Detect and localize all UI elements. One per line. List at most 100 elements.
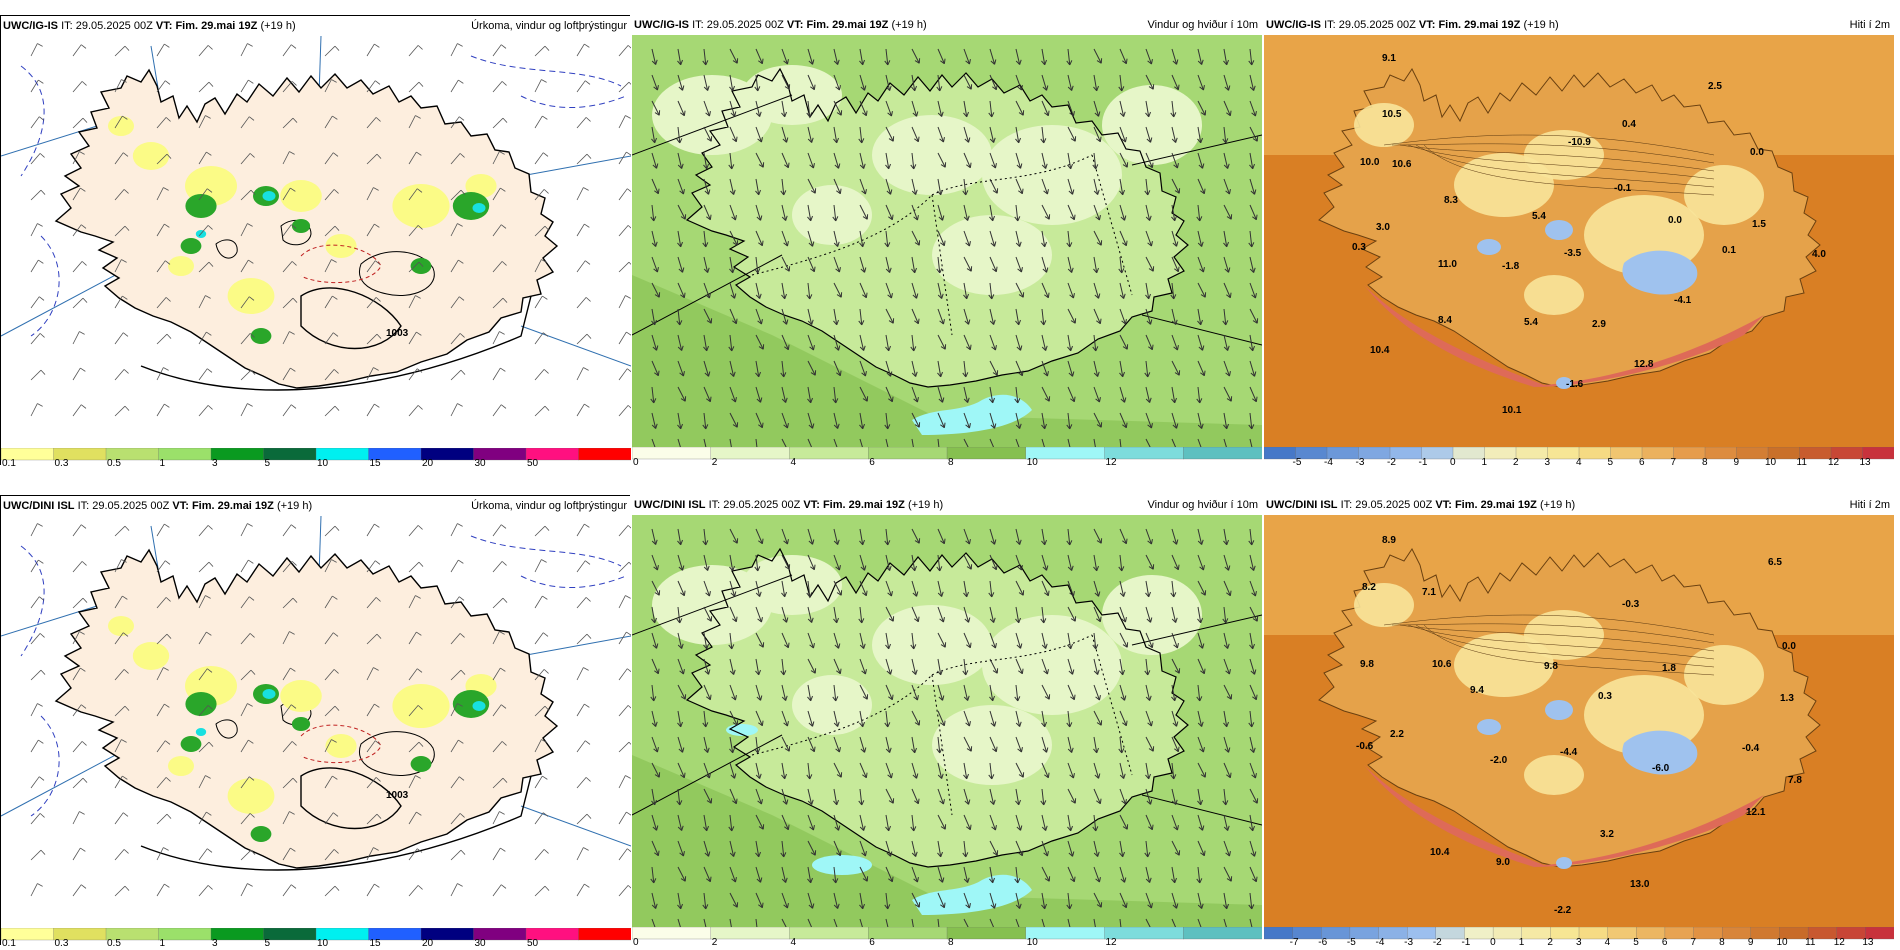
colorbar-tick-label: -4 xyxy=(1324,457,1333,465)
temp-value-label: -10.9 xyxy=(1568,137,1591,148)
colorbar-tick-label: 15 xyxy=(370,458,382,466)
valid-time: Fim. 29.mai 19Z xyxy=(1454,499,1537,511)
temp-value-label: -4.4 xyxy=(1560,747,1578,758)
colorbar-tick-label: 0 xyxy=(633,937,639,945)
colorbar-tick-label: 5 xyxy=(1608,457,1614,465)
wind-map xyxy=(632,35,1262,450)
precip-map: 1003 xyxy=(1,516,631,931)
temp-value-label: 0.0 xyxy=(1750,147,1764,158)
temp-value-label: 9.1 xyxy=(1382,53,1396,64)
colorbar-tick-label: 7 xyxy=(1671,457,1677,465)
temp-colorbar: -7 -6 -5 -4 -3 -2 -1 0 1 2 3 4 5 6 7 8 9 10 11 12 13 xyxy=(1264,927,1894,945)
colorbar-tick-label: 15 xyxy=(370,938,382,946)
colorbar-tick-label: 3 xyxy=(212,458,218,466)
model-name: UWC/DINI ISL xyxy=(3,500,75,512)
colorbar-swatch xyxy=(1547,447,1580,460)
valid-time: Fim. 29.mai 19Z xyxy=(822,499,905,511)
colorbar-tick-label: 1 xyxy=(160,458,166,466)
model-name: UWC/DINI ISL xyxy=(1266,499,1338,511)
colorbar-swatch xyxy=(1673,447,1706,460)
colorbar-swatch xyxy=(578,928,631,941)
panel-title: Hiti í 2m xyxy=(1849,19,1890,31)
temp-map: 8.9 8.2 7.1 6.5 -0.3 9.8 10.6 9.4 9.8 1.8 0.0 2.2 0.… xyxy=(1264,515,1894,930)
colorbar-swatch xyxy=(1865,927,1894,940)
temp-value-label: -6.0 xyxy=(1652,763,1670,774)
temp-value-label: 8.4 xyxy=(1438,315,1452,326)
colorbar-swatch xyxy=(1736,447,1769,460)
colorbar-tick-label: -4 xyxy=(1376,937,1385,945)
colorbar-tick-label: 4 xyxy=(1605,937,1611,945)
temp-value-label: 5.4 xyxy=(1524,317,1538,328)
it-label: IT: xyxy=(77,500,90,512)
panel-header: UWC/IG-IS IT: 29.05.2025 00Z VT: Fim. 29… xyxy=(632,15,1262,35)
panel-header: UWC/IG-IS IT: 29.05.2025 00Z VT: Fim. 29… xyxy=(1,16,631,36)
colorbar-tick-label: 5 xyxy=(265,458,271,466)
colorbar-tick-label: -2 xyxy=(1433,937,1442,945)
colorbar-tick-label: -3 xyxy=(1356,457,1365,465)
temp-value-label: 8.3 xyxy=(1444,195,1458,206)
temp-value-label: 7.8 xyxy=(1788,775,1802,786)
colorbar-tick-label: 0 xyxy=(1490,937,1496,945)
colorbar-tick-label: 5 xyxy=(1633,937,1639,945)
init-time: 29.05.2025 00Z xyxy=(706,19,784,31)
row2-wind-panel: UWC/DINI ISL IT: 29.05.2025 00Z VT: Fim.… xyxy=(632,495,1262,945)
it-label: IT: xyxy=(692,19,704,31)
colorbar-tick-label: 0.3 xyxy=(55,938,69,946)
init-time: 29.05.2025 00Z xyxy=(75,20,153,32)
colorbar-tick-label: -1 xyxy=(1419,457,1428,465)
colorbar-tick-label: 8 xyxy=(948,457,954,465)
colorbar-tick-label: 2 xyxy=(712,457,718,465)
it-label: IT: xyxy=(708,499,721,511)
colorbar-tick-label: 12 xyxy=(1834,937,1846,945)
temp-value-label: 0.0 xyxy=(1668,215,1682,226)
colorbar-swatch xyxy=(789,927,869,940)
colorbar-tick-label: 3 xyxy=(212,938,218,946)
temp-value-label: 13.0 xyxy=(1630,879,1650,890)
colorbar-swatch xyxy=(158,928,212,941)
temp-value-label: 9.8 xyxy=(1360,659,1374,670)
colorbar-swatch xyxy=(263,448,317,461)
temp-value-label: -3.5 xyxy=(1564,248,1582,259)
temp-value-label: 10.1 xyxy=(1502,405,1522,416)
panel-title: Hiti í 2m xyxy=(1849,499,1890,511)
colorbar-tick-label: 8 xyxy=(1719,937,1725,945)
colorbar-swatch xyxy=(1610,447,1643,460)
colorbar-tick-label: 4 xyxy=(791,457,797,465)
colorbar-swatch xyxy=(158,448,212,461)
panel-header: UWC/DINI ISL IT: 29.05.2025 00Z VT: Fim.… xyxy=(1,496,631,516)
precip-colorbar: 0.1 0.3 0.5 1 3 5 10 15 20 30 50 xyxy=(1,448,631,466)
panel-header: UWC/DINI ISL IT: 29.05.2025 00Z VT: Fim.… xyxy=(632,495,1262,515)
temp-value-label: -4.1 xyxy=(1674,295,1692,306)
valid-time: Fim. 29.mai 19Z xyxy=(806,19,889,31)
wind-colorbar: 0 2 4 6 8 10 12 xyxy=(632,447,1262,465)
temp-value-label: -0.1 xyxy=(1614,183,1632,194)
lead-time: (+19 h) xyxy=(276,500,313,512)
temp-value-label: 0.1 xyxy=(1722,245,1736,256)
colorbar-tick-label: 0.5 xyxy=(107,938,121,946)
precip-map: 1003 xyxy=(1,36,631,451)
colorbar-tick-label: 4 xyxy=(1576,457,1582,465)
colorbar-tick-label: -6 xyxy=(1318,937,1327,945)
vt-label: VT: xyxy=(803,499,820,511)
colorbar-tick-label: 10 xyxy=(1027,457,1039,465)
temp-value-label: 4.0 xyxy=(1812,249,1826,260)
temp-value-label: 0.4 xyxy=(1622,119,1636,130)
colorbar-tick-label: 3 xyxy=(1576,937,1582,945)
colorbar-tick-label: 0 xyxy=(1450,457,1456,465)
colorbar-tick-label: 0.1 xyxy=(2,938,16,946)
colorbar-swatch xyxy=(1641,447,1675,460)
temp-value-label: 10.4 xyxy=(1370,345,1390,356)
it-label: IT: xyxy=(1340,499,1353,511)
temp-value-label: 10.5 xyxy=(1382,109,1402,120)
temp-value-label: 6.5 xyxy=(1768,557,1782,568)
colorbar-swatch xyxy=(946,927,1027,940)
panel-title: Vindur og hviður í 10m xyxy=(1147,19,1258,31)
colorbar-tick-label: 5 xyxy=(265,938,271,946)
pressure-label: 1003 xyxy=(386,790,409,801)
temp-value-label: 10.6 xyxy=(1432,659,1452,670)
colorbar-swatch xyxy=(1704,447,1738,460)
temp-value-label: 9.0 xyxy=(1496,857,1510,868)
row1-temp-panel: UWC/IG-IS IT: 29.05.2025 00Z VT: Fim. 29… xyxy=(1264,15,1894,465)
colorbar-tick-label: -2 xyxy=(1387,457,1396,465)
temp-value-label: 10.4 xyxy=(1430,847,1450,858)
